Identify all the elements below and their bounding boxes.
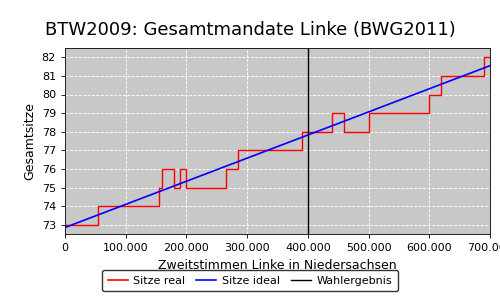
Sitze real (62, 223, 68, 226)
Sitze real (475, 74, 481, 78)
Legend: Sitze real, Sitze ideal, Wahlergebnis: Sitze real, Sitze ideal, Wahlergebnis (102, 270, 398, 291)
Y-axis label: Gesamtsitze: Gesamtsitze (23, 102, 36, 180)
Sitze real (487, 56, 493, 59)
X-axis label: Zweitstimmen Linke in Niedersachsen: Zweitstimmen Linke in Niedersachsen (158, 259, 397, 272)
Sitze real (250, 148, 256, 152)
Sitze real (184, 186, 190, 189)
Text: BTW2009: Gesamtmandate Linke (BWG2011): BTW2009: Gesamtmandate Linke (BWG2011) (44, 21, 456, 39)
Sitze real (92, 223, 98, 226)
Sitze real (481, 56, 487, 59)
Line: Sitze real: Sitze real (65, 57, 490, 225)
Sitze real (402, 111, 408, 115)
Sitze real (323, 130, 329, 134)
